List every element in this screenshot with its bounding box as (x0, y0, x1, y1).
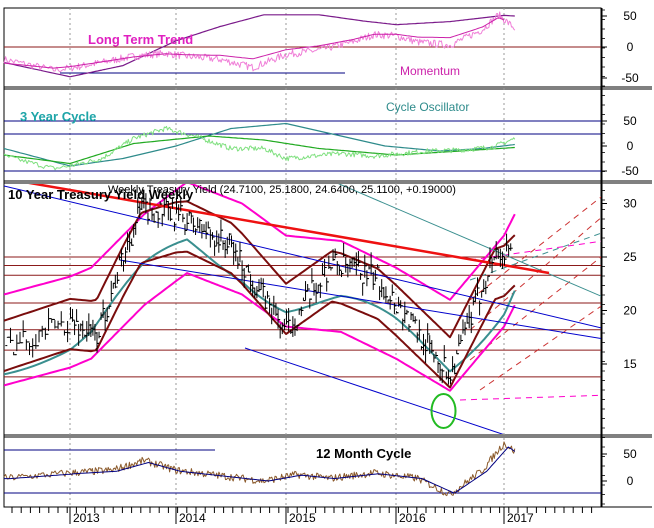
channel-line (119, 259, 601, 340)
c3-y-tick-label: 50 (623, 114, 637, 128)
channel-line-teal (338, 184, 601, 297)
x-tick-label: 2016 (399, 511, 426, 525)
price-y-tick-label: 25 (623, 250, 637, 264)
c3-y-tick-label: -50 (621, 164, 639, 178)
price-header-values: Weekly Treasury Yield (24.7100, 25.1800,… (108, 184, 456, 196)
inner-envelope-upper (4, 200, 516, 339)
ltt-title: Long Term Trend (88, 32, 193, 47)
inner-envelope-lower (4, 250, 516, 389)
trend-line (28, 184, 550, 275)
panel-12-month-cycle: 12 Month Cycle (3, 441, 601, 497)
projection-fan (469, 196, 601, 301)
x-tick-label: 2015 (289, 511, 316, 525)
c3-raw-line (3, 125, 516, 171)
price-y-tick-label: 15 (623, 357, 637, 371)
ltt-oscillator-line (3, 14, 515, 78)
c3-smooth-line (3, 135, 515, 165)
x-tick-label: 2013 (73, 511, 100, 525)
projection-fan-magenta (459, 394, 601, 401)
channel-line (244, 347, 504, 434)
panel-price (4, 184, 601, 434)
cycle-low-marker (430, 393, 457, 429)
projection-fan-magenta (469, 240, 601, 261)
panel-3-year-cycle: 3 Year Cycle Cycle Oscillator (3, 100, 601, 172)
c3-oscillator-label: Cycle Oscillator (386, 100, 469, 114)
m12-y-tick-label: 50 (623, 447, 637, 461)
price-title: 10 Year Treasury Yield Weekly (8, 187, 194, 202)
c3-title: 3 Year Cycle (20, 109, 96, 124)
m12-title: 12 Month Cycle (316, 446, 411, 461)
price-y-tick-label: 20 (623, 304, 637, 318)
m12-signal-line (4, 446, 516, 494)
ltt-y-tick-label: -50 (621, 71, 639, 85)
ltt-y-tick-label: 0 (627, 40, 634, 54)
c3-y-tick-label: 0 (627, 139, 634, 153)
panel-long-term-trend: Long Term Trend Momentum (3, 11, 601, 78)
ltt-momentum-smooth (3, 17, 505, 69)
projection-fan (479, 305, 601, 391)
x-tick-label: 2014 (179, 511, 206, 525)
channel-line (4, 185, 601, 329)
projection-fan-teal (469, 232, 601, 281)
ltt-momentum-raw (3, 11, 516, 73)
x-tick-label: 2017 (507, 511, 534, 525)
ltt-momentum-label: Momentum (400, 64, 460, 78)
c3-cycle-oscillator (3, 122, 515, 167)
price-y-tick-label: 30 (623, 197, 637, 211)
ltt-y-tick-label: 50 (623, 9, 637, 23)
m12-y-tick-label: 0 (627, 474, 634, 488)
projection-fan (469, 256, 601, 361)
